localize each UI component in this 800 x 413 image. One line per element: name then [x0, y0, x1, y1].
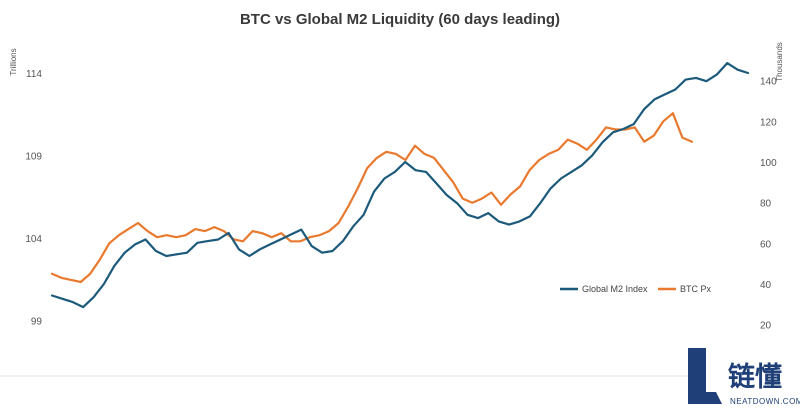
- right-tick-label: 140: [760, 77, 777, 88]
- watermark-logo: [688, 348, 706, 404]
- right-tick-label: 20: [760, 321, 772, 332]
- right-tick-label: 40: [760, 280, 772, 291]
- watermark-logo-foot: [688, 392, 722, 404]
- series-line-global-m2: [50, 61, 750, 309]
- chart-title: BTC vs Global M2 Liquidity (60 days lead…: [240, 11, 560, 28]
- right-tick-label: 60: [760, 239, 772, 250]
- left-tick-label: 114: [26, 69, 42, 80]
- watermark-site: NEATDOWN.COM: [730, 397, 800, 406]
- left-tick-label: 109: [25, 151, 42, 162]
- left-axis: 99 104 109 114: [25, 69, 42, 327]
- left-tick-label: 104: [25, 234, 42, 245]
- right-axis-unit-label: Thousands: [775, 42, 784, 82]
- right-axis: 20 40 60 80 100 120 140: [760, 77, 777, 332]
- legend-label-m2: Global M2 Index: [582, 284, 648, 294]
- legend-label-btc: BTC Px: [680, 284, 712, 294]
- right-tick-label: 80: [760, 199, 772, 210]
- series-line-btc: [50, 112, 694, 284]
- left-tick-label: 99: [31, 316, 43, 327]
- right-tick-label: 100: [760, 158, 777, 169]
- plot-area: [50, 61, 750, 309]
- watermark-brand: 链懂: [728, 361, 782, 393]
- legend: Global M2 Index BTC Px: [560, 284, 712, 294]
- left-axis-unit-label: Trillions: [9, 48, 18, 75]
- right-tick-label: 120: [760, 117, 777, 128]
- watermark: 链懂 NEATDOWN.COM: [688, 348, 800, 406]
